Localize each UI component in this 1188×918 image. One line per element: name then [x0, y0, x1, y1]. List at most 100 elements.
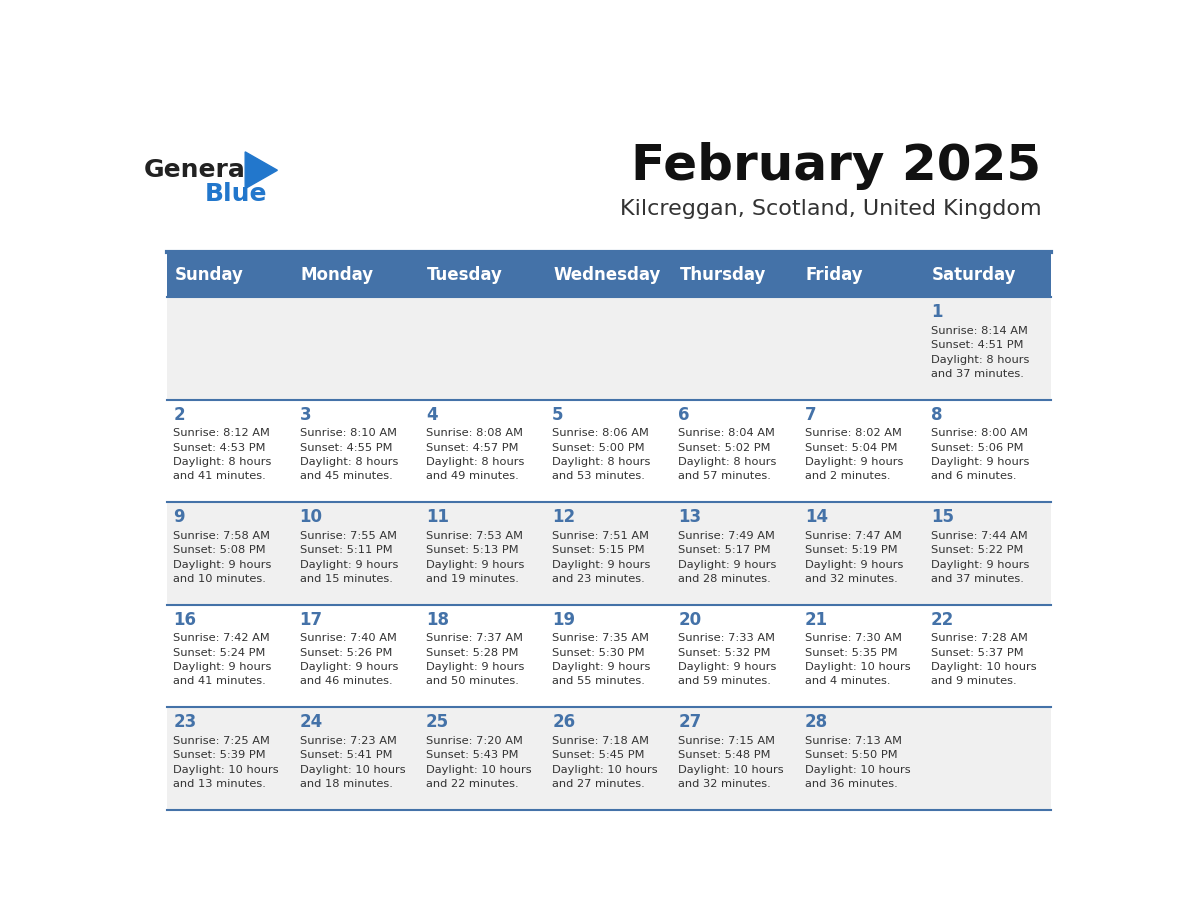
Text: Kilcreggan, Scotland, United Kingdom: Kilcreggan, Scotland, United Kingdom: [620, 198, 1042, 218]
FancyBboxPatch shape: [545, 297, 672, 400]
Text: Monday: Monday: [301, 265, 374, 284]
FancyBboxPatch shape: [293, 605, 419, 708]
Text: 2: 2: [173, 406, 185, 423]
Text: Sunrise: 7:40 AM
Sunset: 5:26 PM
Daylight: 9 hours
and 46 minutes.: Sunrise: 7:40 AM Sunset: 5:26 PM Dayligh…: [299, 633, 398, 687]
Text: Sunrise: 7:53 AM
Sunset: 5:13 PM
Daylight: 9 hours
and 19 minutes.: Sunrise: 7:53 AM Sunset: 5:13 PM Dayligh…: [425, 531, 524, 584]
FancyBboxPatch shape: [924, 708, 1051, 810]
Text: Friday: Friday: [805, 265, 864, 284]
Text: 13: 13: [678, 509, 702, 526]
FancyBboxPatch shape: [672, 400, 798, 502]
FancyBboxPatch shape: [419, 708, 545, 810]
FancyBboxPatch shape: [672, 708, 798, 810]
FancyBboxPatch shape: [419, 252, 545, 297]
Text: 5: 5: [552, 406, 563, 423]
Text: Sunrise: 7:44 AM
Sunset: 5:22 PM
Daylight: 9 hours
and 37 minutes.: Sunrise: 7:44 AM Sunset: 5:22 PM Dayligh…: [931, 531, 1029, 584]
FancyBboxPatch shape: [293, 502, 419, 605]
FancyBboxPatch shape: [545, 252, 672, 297]
FancyBboxPatch shape: [293, 400, 419, 502]
Polygon shape: [245, 151, 278, 188]
FancyBboxPatch shape: [798, 252, 924, 297]
Text: Sunrise: 7:28 AM
Sunset: 5:37 PM
Daylight: 10 hours
and 9 minutes.: Sunrise: 7:28 AM Sunset: 5:37 PM Dayligh…: [931, 633, 1037, 687]
Text: Sunrise: 8:00 AM
Sunset: 5:06 PM
Daylight: 9 hours
and 6 minutes.: Sunrise: 8:00 AM Sunset: 5:06 PM Dayligh…: [931, 429, 1029, 481]
Text: 1: 1: [931, 303, 942, 321]
Text: Sunrise: 7:47 AM
Sunset: 5:19 PM
Daylight: 9 hours
and 32 minutes.: Sunrise: 7:47 AM Sunset: 5:19 PM Dayligh…: [804, 531, 903, 584]
Text: 10: 10: [299, 509, 323, 526]
Text: Sunrise: 7:49 AM
Sunset: 5:17 PM
Daylight: 9 hours
and 28 minutes.: Sunrise: 7:49 AM Sunset: 5:17 PM Dayligh…: [678, 531, 777, 584]
Text: 20: 20: [678, 610, 702, 629]
FancyBboxPatch shape: [672, 297, 798, 400]
Text: Sunrise: 7:13 AM
Sunset: 5:50 PM
Daylight: 10 hours
and 36 minutes.: Sunrise: 7:13 AM Sunset: 5:50 PM Dayligh…: [804, 735, 910, 789]
Text: Sunrise: 8:08 AM
Sunset: 4:57 PM
Daylight: 8 hours
and 49 minutes.: Sunrise: 8:08 AM Sunset: 4:57 PM Dayligh…: [425, 429, 524, 481]
FancyBboxPatch shape: [798, 502, 924, 605]
Text: 4: 4: [425, 406, 437, 423]
Text: 22: 22: [931, 610, 954, 629]
Text: 24: 24: [299, 713, 323, 731]
Text: Sunrise: 7:25 AM
Sunset: 5:39 PM
Daylight: 10 hours
and 13 minutes.: Sunrise: 7:25 AM Sunset: 5:39 PM Dayligh…: [173, 735, 279, 789]
FancyBboxPatch shape: [924, 605, 1051, 708]
FancyBboxPatch shape: [545, 605, 672, 708]
Text: General: General: [144, 158, 254, 183]
FancyBboxPatch shape: [419, 502, 545, 605]
Text: 14: 14: [804, 509, 828, 526]
FancyBboxPatch shape: [672, 252, 798, 297]
Text: Sunrise: 7:18 AM
Sunset: 5:45 PM
Daylight: 10 hours
and 27 minutes.: Sunrise: 7:18 AM Sunset: 5:45 PM Dayligh…: [552, 735, 658, 789]
Text: 6: 6: [678, 406, 690, 423]
Text: Sunday: Sunday: [175, 265, 244, 284]
Text: Sunrise: 7:23 AM
Sunset: 5:41 PM
Daylight: 10 hours
and 18 minutes.: Sunrise: 7:23 AM Sunset: 5:41 PM Dayligh…: [299, 735, 405, 789]
FancyBboxPatch shape: [924, 252, 1051, 297]
FancyBboxPatch shape: [166, 708, 293, 810]
Text: 16: 16: [173, 610, 196, 629]
Text: 15: 15: [931, 509, 954, 526]
Text: Sunrise: 7:42 AM
Sunset: 5:24 PM
Daylight: 9 hours
and 41 minutes.: Sunrise: 7:42 AM Sunset: 5:24 PM Dayligh…: [173, 633, 272, 687]
Text: 26: 26: [552, 713, 575, 731]
Text: Thursday: Thursday: [680, 265, 766, 284]
FancyBboxPatch shape: [798, 400, 924, 502]
Text: Sunrise: 8:14 AM
Sunset: 4:51 PM
Daylight: 8 hours
and 37 minutes.: Sunrise: 8:14 AM Sunset: 4:51 PM Dayligh…: [931, 326, 1029, 379]
Text: 19: 19: [552, 610, 575, 629]
FancyBboxPatch shape: [166, 252, 293, 297]
Text: Sunrise: 7:51 AM
Sunset: 5:15 PM
Daylight: 9 hours
and 23 minutes.: Sunrise: 7:51 AM Sunset: 5:15 PM Dayligh…: [552, 531, 651, 584]
FancyBboxPatch shape: [545, 708, 672, 810]
FancyBboxPatch shape: [419, 605, 545, 708]
Text: 8: 8: [931, 406, 942, 423]
FancyBboxPatch shape: [419, 297, 545, 400]
Text: 23: 23: [173, 713, 196, 731]
Text: Sunrise: 8:02 AM
Sunset: 5:04 PM
Daylight: 9 hours
and 2 minutes.: Sunrise: 8:02 AM Sunset: 5:04 PM Dayligh…: [804, 429, 903, 481]
Text: Sunrise: 7:33 AM
Sunset: 5:32 PM
Daylight: 9 hours
and 59 minutes.: Sunrise: 7:33 AM Sunset: 5:32 PM Dayligh…: [678, 633, 777, 687]
FancyBboxPatch shape: [419, 400, 545, 502]
FancyBboxPatch shape: [798, 708, 924, 810]
FancyBboxPatch shape: [293, 252, 419, 297]
Text: Sunrise: 7:58 AM
Sunset: 5:08 PM
Daylight: 9 hours
and 10 minutes.: Sunrise: 7:58 AM Sunset: 5:08 PM Dayligh…: [173, 531, 272, 584]
FancyBboxPatch shape: [166, 605, 293, 708]
Text: Blue: Blue: [204, 182, 267, 206]
Text: Sunrise: 8:12 AM
Sunset: 4:53 PM
Daylight: 8 hours
and 41 minutes.: Sunrise: 8:12 AM Sunset: 4:53 PM Dayligh…: [173, 429, 272, 481]
Text: 3: 3: [299, 406, 311, 423]
FancyBboxPatch shape: [924, 400, 1051, 502]
FancyBboxPatch shape: [798, 605, 924, 708]
Text: 17: 17: [299, 610, 323, 629]
FancyBboxPatch shape: [924, 502, 1051, 605]
FancyBboxPatch shape: [672, 605, 798, 708]
Text: Sunrise: 7:30 AM
Sunset: 5:35 PM
Daylight: 10 hours
and 4 minutes.: Sunrise: 7:30 AM Sunset: 5:35 PM Dayligh…: [804, 633, 910, 687]
Text: 7: 7: [804, 406, 816, 423]
Text: Sunrise: 7:20 AM
Sunset: 5:43 PM
Daylight: 10 hours
and 22 minutes.: Sunrise: 7:20 AM Sunset: 5:43 PM Dayligh…: [425, 735, 531, 789]
FancyBboxPatch shape: [166, 297, 293, 400]
Text: 12: 12: [552, 509, 575, 526]
FancyBboxPatch shape: [798, 297, 924, 400]
Text: Sunrise: 7:55 AM
Sunset: 5:11 PM
Daylight: 9 hours
and 15 minutes.: Sunrise: 7:55 AM Sunset: 5:11 PM Dayligh…: [299, 531, 398, 584]
Text: 9: 9: [173, 509, 185, 526]
Text: Sunrise: 7:15 AM
Sunset: 5:48 PM
Daylight: 10 hours
and 32 minutes.: Sunrise: 7:15 AM Sunset: 5:48 PM Dayligh…: [678, 735, 784, 789]
FancyBboxPatch shape: [166, 502, 293, 605]
Text: 21: 21: [804, 610, 828, 629]
Text: February 2025: February 2025: [632, 142, 1042, 190]
Text: Sunrise: 8:10 AM
Sunset: 4:55 PM
Daylight: 8 hours
and 45 minutes.: Sunrise: 8:10 AM Sunset: 4:55 PM Dayligh…: [299, 429, 398, 481]
Text: Sunrise: 7:35 AM
Sunset: 5:30 PM
Daylight: 9 hours
and 55 minutes.: Sunrise: 7:35 AM Sunset: 5:30 PM Dayligh…: [552, 633, 651, 687]
FancyBboxPatch shape: [293, 708, 419, 810]
Text: Saturday: Saturday: [933, 265, 1017, 284]
Text: 11: 11: [425, 509, 449, 526]
Text: Sunrise: 8:04 AM
Sunset: 5:02 PM
Daylight: 8 hours
and 57 minutes.: Sunrise: 8:04 AM Sunset: 5:02 PM Dayligh…: [678, 429, 777, 481]
FancyBboxPatch shape: [293, 297, 419, 400]
Text: 27: 27: [678, 713, 702, 731]
Text: 25: 25: [425, 713, 449, 731]
FancyBboxPatch shape: [166, 400, 293, 502]
